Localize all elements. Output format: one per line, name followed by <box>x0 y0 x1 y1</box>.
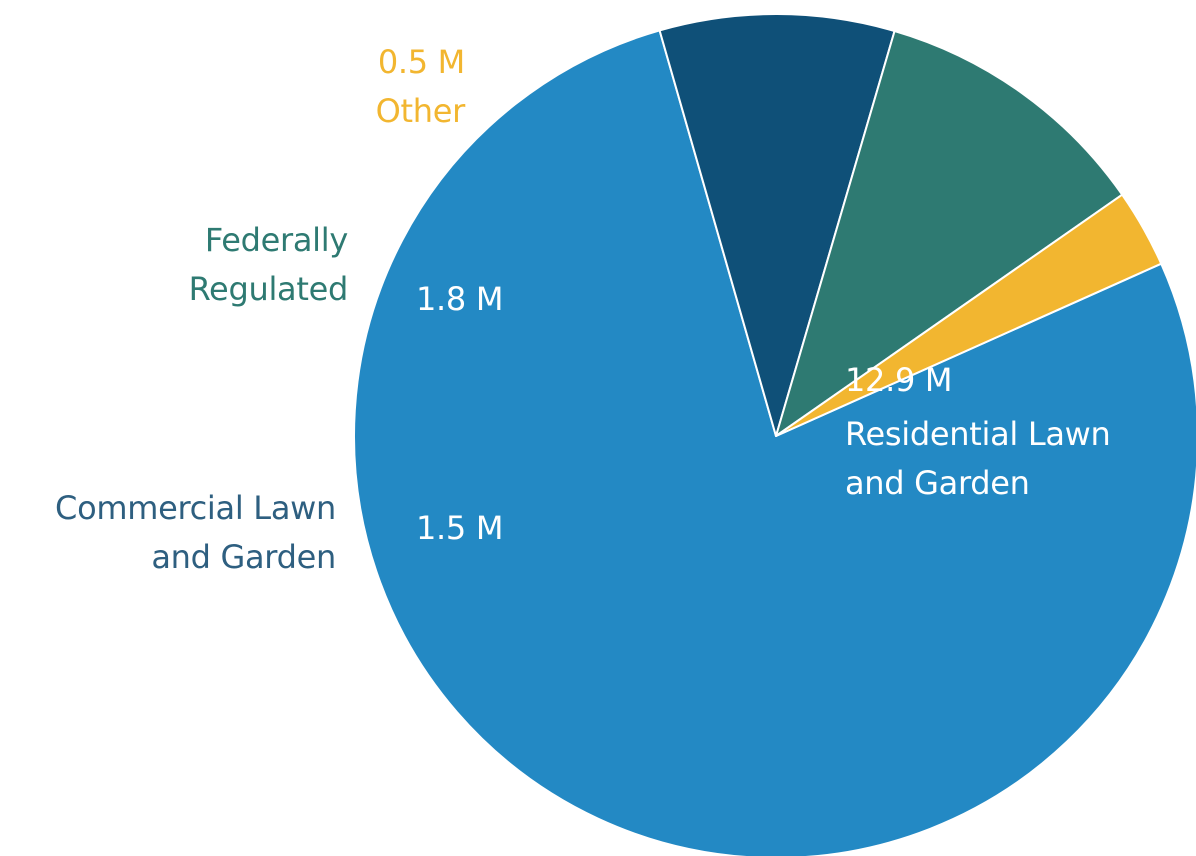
pie-slices <box>353 13 1196 856</box>
residential-name-line1: Residential Lawn <box>845 415 1111 453</box>
residential-value-label: 12.9 M <box>845 361 952 399</box>
slice-commercial <box>658 13 896 437</box>
residential-name-line2: and Garden <box>845 464 1030 502</box>
slice-residential <box>353 29 1196 856</box>
federal-name-line1: Federally <box>205 221 348 259</box>
slice-federally-regulated <box>775 30 1124 437</box>
slice-other <box>775 193 1163 437</box>
federal-value-label: 1.8 M <box>416 280 503 318</box>
commercial-name-line1: Commercial Lawn <box>55 489 336 527</box>
commercial-name-line2: and Garden <box>151 538 336 576</box>
other-name-label: Other <box>376 92 467 130</box>
other-value-label: 0.5 M <box>378 43 465 81</box>
federal-name-line2: Regulated <box>189 270 348 308</box>
commercial-value-label: 1.5 M <box>416 509 503 547</box>
